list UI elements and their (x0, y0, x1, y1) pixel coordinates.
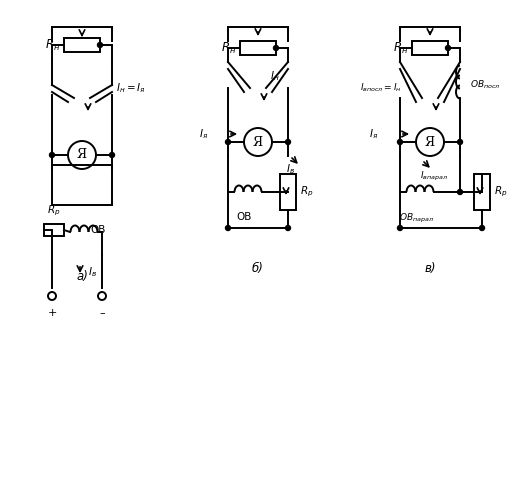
Text: Я: Я (425, 135, 435, 148)
Text: $ОВ_{посл}$: $ОВ_{посл}$ (470, 79, 501, 91)
Text: $R_{н}$: $R_{н}$ (221, 40, 236, 56)
Circle shape (285, 140, 291, 144)
Circle shape (480, 226, 485, 230)
Circle shape (274, 46, 279, 50)
Circle shape (98, 43, 102, 48)
Text: $R_{р}$: $R_{р}$ (494, 185, 508, 199)
Text: ОВ: ОВ (90, 225, 105, 235)
Circle shape (225, 226, 230, 230)
Circle shape (398, 140, 403, 144)
Text: $I_{н}$: $I_{н}$ (270, 69, 280, 83)
Circle shape (398, 226, 403, 230)
Text: –: – (99, 308, 105, 318)
Text: $R_{р}$: $R_{р}$ (300, 185, 313, 199)
Text: Я: Я (253, 135, 263, 148)
Text: ОВ: ОВ (236, 212, 252, 222)
Text: $I_{я}$: $I_{я}$ (199, 127, 208, 141)
Circle shape (49, 153, 54, 157)
Circle shape (285, 226, 291, 230)
Text: $I_{в}$: $I_{в}$ (286, 162, 295, 176)
Circle shape (445, 46, 450, 50)
Text: $R_{р}$: $R_{р}$ (47, 204, 61, 218)
Text: в): в) (424, 262, 436, 275)
Circle shape (110, 153, 115, 157)
Circle shape (225, 140, 230, 144)
Text: $ОВ_{парал}$: $ОВ_{парал}$ (399, 212, 433, 225)
Text: +: + (47, 308, 57, 318)
Text: $R_{н}$: $R_{н}$ (393, 40, 408, 56)
Circle shape (458, 190, 462, 194)
Text: $I_{я}$: $I_{я}$ (369, 127, 378, 141)
Text: а): а) (76, 270, 88, 283)
Text: Я: Я (77, 148, 87, 161)
Text: $I_{в парал}$: $I_{в парал}$ (420, 170, 448, 183)
Text: $I_{в}$: $I_{в}$ (88, 265, 97, 279)
Text: $I_{н} = I_{я}$: $I_{н} = I_{я}$ (116, 81, 146, 95)
Circle shape (458, 140, 462, 144)
Text: $I_{в посл} = I_{н}$: $I_{в посл} = I_{н}$ (360, 82, 402, 94)
Text: $R_{н}$: $R_{н}$ (45, 37, 60, 52)
Text: б): б) (252, 262, 264, 275)
